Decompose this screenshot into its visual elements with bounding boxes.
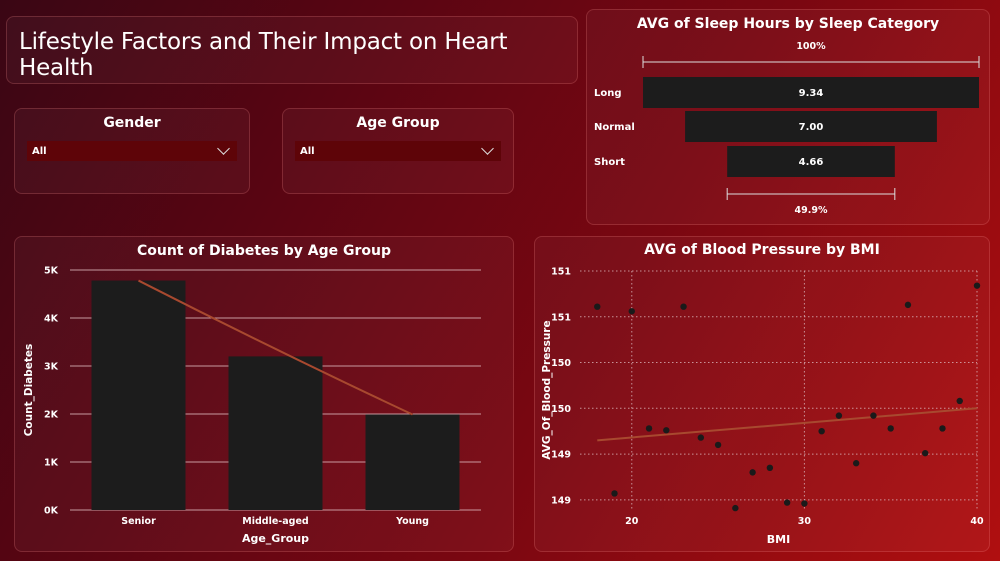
sleep-funnel-card: AVG of Sleep Hours by Sleep Category 100… xyxy=(586,9,990,225)
trend-line xyxy=(597,407,978,442)
top-percent-label: 100% xyxy=(796,41,826,52)
chevron-down-icon xyxy=(217,142,230,155)
y-axis-title: Count_Diabetes xyxy=(23,344,35,437)
y-tick-label: 3K xyxy=(44,362,59,373)
funnel-bar xyxy=(727,146,895,177)
bar xyxy=(228,356,323,510)
bottom-percent-label: 49.9% xyxy=(795,205,828,216)
gender-dropdown[interactable]: All xyxy=(27,141,237,161)
scatter-point xyxy=(870,412,877,419)
age-group-slicer-label: Age Group xyxy=(356,115,440,131)
diabetes-chart-card: Count of Diabetes by Age Group 0K 1K 2K 3K 4… xyxy=(14,236,514,552)
scatter-point xyxy=(714,441,722,449)
y-tick-label: 0K xyxy=(44,506,59,517)
funnel-bar xyxy=(643,77,979,108)
funnel-value-label: 9.34 xyxy=(799,88,824,99)
funnel-category-label: Short xyxy=(594,157,625,168)
page-title: Lifestyle Factors and Their Impact on He… xyxy=(19,29,508,81)
bar xyxy=(91,280,186,510)
scatter-point xyxy=(732,504,739,512)
x-axis-title: BMI xyxy=(767,533,790,546)
scatter-point xyxy=(680,303,687,310)
bp-scatter-chart: 149 149 150 150 151 151 20 30 40 BMI AVG_Of_Blood_… xyxy=(541,267,984,547)
gender-slicer-label: Gender xyxy=(103,115,161,131)
scatter-point xyxy=(922,449,929,457)
scatter-point xyxy=(887,425,894,432)
y-tick-label: 2K xyxy=(44,410,59,421)
y-tick-label: 4K xyxy=(44,314,59,325)
scatter-point xyxy=(939,425,946,432)
bar xyxy=(365,414,460,510)
bp-chart-card: AVG of Blood Pressure by BMI 149 149 150 15… xyxy=(534,236,990,552)
gender-slicer: Gender All xyxy=(14,108,250,194)
diabetes-bar-chart: 0K 1K 2K 3K 4K 5K Senior Middle-aged Young Age_Gr… xyxy=(23,266,481,545)
scatter-point xyxy=(818,427,825,435)
scatter-point xyxy=(697,434,705,441)
scatter-point xyxy=(628,308,635,315)
chevron-down-icon xyxy=(481,142,494,155)
scatter-point xyxy=(766,464,774,472)
bp-chart-title: AVG of Blood Pressure by BMI xyxy=(644,242,880,258)
scatter-point xyxy=(645,425,653,432)
trend-line xyxy=(138,279,413,416)
y-tick-label: 149 xyxy=(551,450,571,461)
scatter-point xyxy=(801,500,808,507)
y-tick-label: 149 xyxy=(551,495,571,506)
x-tick-label: 30 xyxy=(798,516,812,527)
scatter-point xyxy=(663,427,670,434)
sleep-funnel-chart: 100% 9.34 Long 7.00 Normal 4.66 Short 49.9% xyxy=(594,41,980,216)
y-tick-label: 150 xyxy=(551,404,571,415)
y-tick-label: 5K xyxy=(44,266,59,277)
gender-dropdown-value: All xyxy=(32,145,47,157)
y-axis-title: AVG_Of_Blood_Pressure xyxy=(541,320,553,459)
funnel-bar xyxy=(685,111,937,142)
sleep-chart-title: AVG of Sleep Hours by Sleep Category xyxy=(636,16,940,32)
x-tick-label: Middle-aged xyxy=(242,516,308,527)
scatter-point xyxy=(783,499,791,506)
scatter-point xyxy=(956,397,963,405)
funnel-category-label: Long xyxy=(594,88,622,99)
x-tick-label: 20 xyxy=(625,516,639,527)
age-group-slicer: Age Group All xyxy=(282,108,514,194)
y-tick-label: 150 xyxy=(551,358,571,369)
x-axis-title: Age_Group xyxy=(242,532,309,545)
x-tick-label: 40 xyxy=(970,516,984,527)
title-card: Lifestyle Factors and Their Impact on He… xyxy=(6,16,578,84)
age-group-dropdown-value: All xyxy=(300,145,315,157)
x-tick-label: Young xyxy=(395,516,429,527)
scatter-point xyxy=(973,282,981,289)
scatter-point xyxy=(852,460,860,467)
y-tick-label: 151 xyxy=(551,312,571,323)
funnel-value-label: 7.00 xyxy=(799,122,824,133)
funnel-value-label: 4.66 xyxy=(799,157,824,168)
scatter-point xyxy=(611,490,618,497)
y-tick-label: 151 xyxy=(551,267,571,278)
diabetes-chart-title: Count of Diabetes by Age Group xyxy=(136,243,391,259)
scatter-point xyxy=(904,301,912,309)
funnel-category-label: Normal xyxy=(594,122,635,133)
x-tick-label: Senior xyxy=(121,516,156,527)
y-tick-label: 1K xyxy=(44,458,59,469)
scatter-point xyxy=(749,469,756,476)
age-group-dropdown[interactable]: All xyxy=(295,141,501,161)
scatter-point xyxy=(594,303,601,310)
scatter-point xyxy=(835,412,843,419)
